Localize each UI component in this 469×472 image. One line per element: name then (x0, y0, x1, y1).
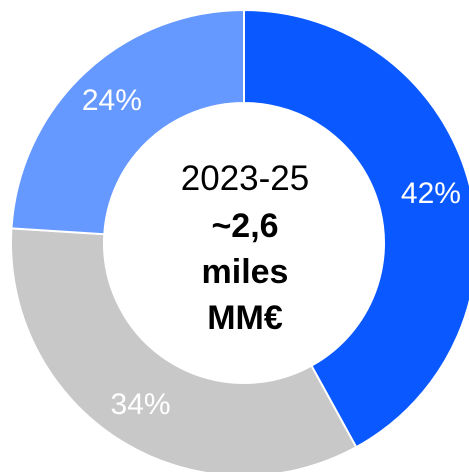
center-period: 2023-25 (181, 159, 309, 198)
center-unit-line2: MM€ (207, 299, 283, 337)
slice-label-3: 24% (82, 84, 142, 117)
donut-slice-3 (10, 8, 245, 236)
donut-slice-2 (10, 227, 358, 472)
slice-labels: 42% 34% 24% (82, 84, 461, 421)
donut-slice-1 (243, 8, 469, 449)
center-total: ~2,6 (211, 207, 278, 245)
center-unit-line1: miles (202, 253, 289, 291)
donut-slices (10, 8, 469, 472)
slice-label-2: 34% (111, 388, 171, 421)
slice-label-1: 42% (401, 177, 461, 210)
center-label: 2023-25 ~2,6 miles MM€ (181, 159, 309, 337)
